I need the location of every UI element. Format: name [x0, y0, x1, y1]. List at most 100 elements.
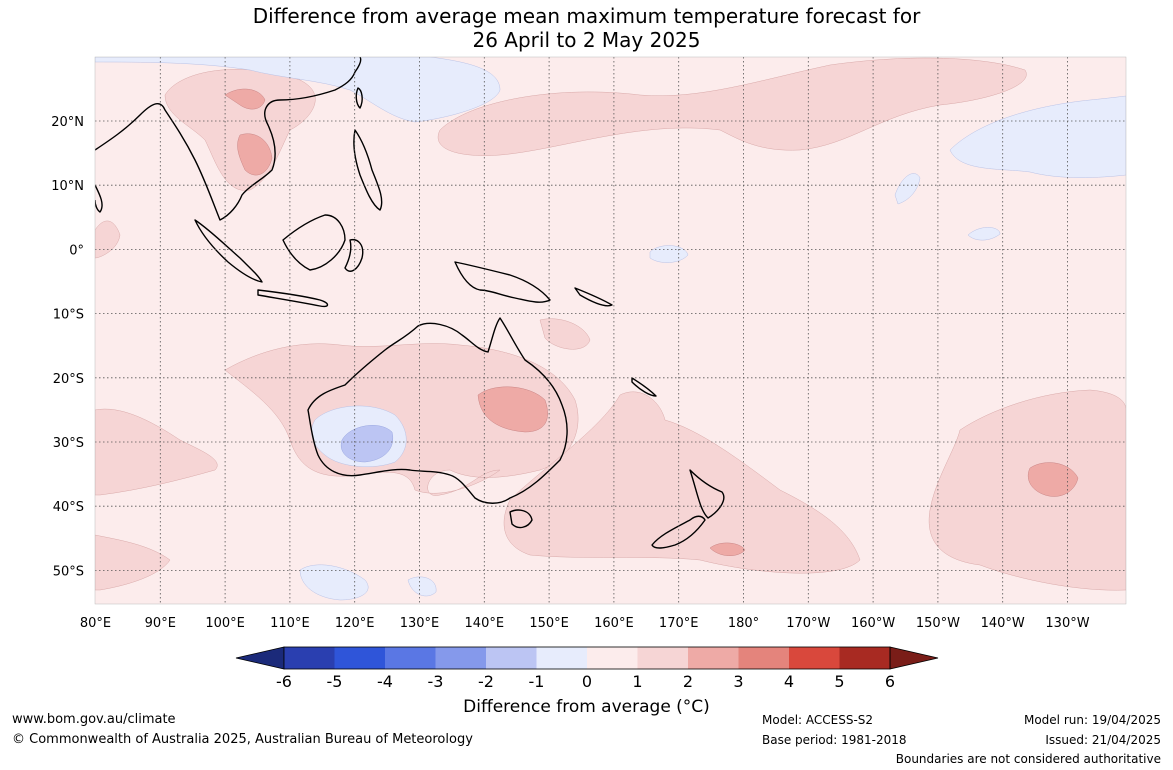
cool-patch-south-of-australia [407, 576, 437, 597]
y-axis-labels: 20°N 10°N 0° 10°S 20°S 30°S 40°S 50°S [51, 115, 84, 579]
graticule [95, 57, 1126, 604]
x-tick-label: 100°E [205, 616, 245, 631]
colorbar-tick-label: -1 [529, 672, 545, 691]
colorbar-segment [385, 647, 436, 669]
model-text: Model: ACCESS-S2 [762, 713, 874, 727]
disclaimer-text: Boundaries are not considered authoritat… [895, 752, 1161, 766]
warm-patch-tasman [503, 391, 861, 574]
y-tick-label: 50°S [53, 564, 84, 579]
title-line-1: Difference from average mean maximum tem… [252, 4, 921, 28]
anomaly-field [95, 57, 1126, 604]
coastline-solomon-islands [574, 287, 613, 307]
x-tick-label: 140°E [465, 616, 505, 631]
x-tick-label: 170°E [659, 616, 699, 631]
colorbar-segment [334, 647, 385, 669]
colorbar-tick-label: 4 [784, 672, 794, 691]
x-axis-labels: 80°E 90°E 100°E 110°E 120°E 130°E 140°E 150°E 16… [80, 616, 1090, 631]
colorbar-tick-label: -5 [327, 672, 343, 691]
x-tick-label: 110°E [270, 616, 310, 631]
coastline-asia-mainland [95, 57, 362, 221]
colorbar-tick-label: -4 [377, 672, 393, 691]
x-tick-label: 120°E [335, 616, 375, 631]
coastline-sulawesi [344, 238, 364, 272]
warm-patch-west-indian [95, 220, 121, 259]
colorbar-segment [587, 647, 638, 669]
y-tick-label: 20°S [53, 372, 84, 387]
hot-patch-central-australia [477, 386, 548, 433]
coastline-sumatra [194, 219, 263, 283]
hot-patch-south-of-nz [709, 542, 746, 556]
colorbar-segment [536, 647, 587, 669]
x-tick-label: 150°W [916, 616, 960, 631]
cool-patch-south-china [95, 57, 501, 123]
x-tick-label: 90°E [145, 616, 176, 631]
coastline-taiwan [355, 87, 363, 109]
coastline-borneo [282, 214, 346, 271]
plot-frame [94, 56, 1127, 605]
hot-patch-thailand [237, 133, 273, 176]
title-line-2: 26 April to 2 May 2025 [472, 28, 701, 52]
website-link[interactable]: www.bom.gov.au/climate [12, 712, 176, 727]
cool-patch-southern-indian [299, 564, 369, 601]
x-tick-label: 150°E [529, 616, 569, 631]
colorbar-outline [283, 646, 891, 670]
x-tick-label: 130°W [1045, 616, 1089, 631]
colorbar-tick-label: 0 [582, 672, 592, 691]
colorbar-tick-label: 2 [683, 672, 693, 691]
coastline-new-guinea [454, 261, 551, 303]
warm-patch-north-pacific [437, 57, 1027, 156]
colorbar-tick-label: -3 [428, 672, 444, 691]
map-title: Difference from average mean maximum tem… [0, 4, 1173, 52]
colorbar-title: Difference from average (°C) [463, 697, 710, 717]
model-run-text: Model run: 19/04/2025 [1023, 713, 1161, 727]
coastline-new-caledonia [631, 377, 657, 397]
colorbar-extend-min [235, 646, 285, 670]
colorbar-extend-max [889, 646, 939, 670]
warm-patch-south-pacific [928, 389, 1126, 591]
copyright-text: © Commonwealth of Australia 2025, Austra… [12, 732, 473, 747]
coastline-india-east [95, 184, 103, 213]
warm-patch-indian-ocean [95, 408, 218, 496]
x-tick-label: 170°W [786, 616, 830, 631]
coastline-philippines [353, 129, 383, 211]
x-tick-label: 180° [728, 616, 759, 631]
issued-text: Issued: 21/04/2025 [1045, 733, 1161, 747]
colorbar-tick-label: 5 [834, 672, 844, 691]
x-tick-label: 80°E [80, 616, 111, 631]
warm-patch-coral-sea [539, 318, 591, 350]
colorbar-tick-label: 1 [632, 672, 642, 691]
colorbar-segment [637, 647, 688, 669]
x-tick-label: 160°W [851, 616, 895, 631]
y-tick-label: 30°S [53, 436, 84, 451]
coastline-new-zealand-north [689, 469, 725, 519]
colorbar-tick-label: 6 [885, 672, 895, 691]
coastline-australia [307, 317, 568, 504]
colorbar-segment [738, 647, 789, 669]
y-tick-label: 0° [69, 243, 84, 258]
colorbar-tick-label: -6 [276, 672, 292, 691]
y-tick-label: 40°S [53, 500, 84, 515]
cool-patch-east-pacific [949, 95, 1126, 178]
x-tick-label: 160°E [594, 616, 634, 631]
cool-patch-hawaii [894, 173, 921, 205]
colorbar-segment [789, 647, 840, 669]
cool-patch-kiribati [967, 227, 1001, 241]
colorbar-tick-label: -2 [478, 672, 494, 691]
colorbar-segment [486, 647, 537, 669]
cool-core-western-australia [340, 425, 394, 463]
colorbar-segment [435, 647, 486, 669]
colorbar-segment [284, 647, 335, 669]
hot-patch-east-of-nz [1027, 462, 1079, 497]
colorbar-segment [839, 647, 890, 669]
coastline-tasmania [509, 509, 533, 529]
y-tick-label: 20°N [51, 115, 84, 130]
hot-patch-indochina [224, 88, 266, 110]
x-tick-label: 130°E [400, 616, 440, 631]
y-tick-label: 10°S [53, 308, 84, 323]
coastline-new-zealand-south [651, 515, 706, 549]
coastline-java [257, 289, 329, 308]
colorbar: -6 -5 -4 -3 -2 -1 0 1 2 3 4 5 6 [235, 646, 939, 691]
base-period-text: Base period: 1981-2018 [762, 733, 907, 747]
colorbar-tick-label: 3 [733, 672, 743, 691]
